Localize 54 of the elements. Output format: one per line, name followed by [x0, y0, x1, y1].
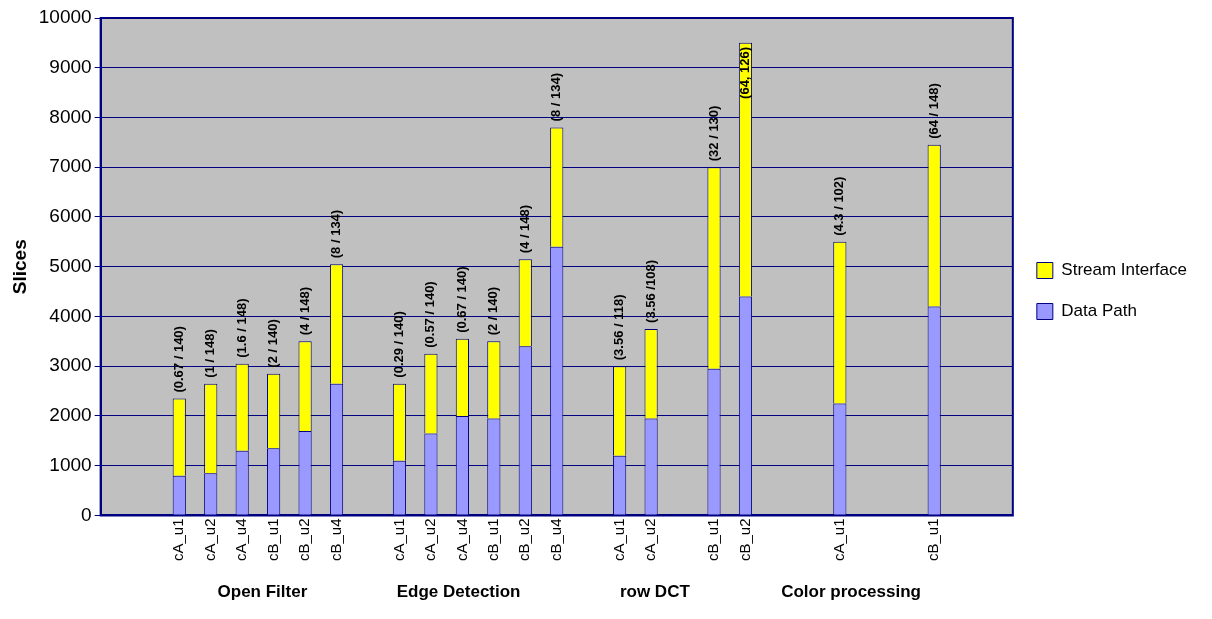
text: Edge Detection: [396, 581, 521, 601]
data-label: (0.29 / 140): [391, 311, 407, 378]
y-tick-label: 0: [81, 503, 92, 525]
y-tick-label: 2000: [49, 404, 92, 426]
x-tick-label: cB_u2: [295, 518, 313, 562]
data-label: (2 / 140): [485, 286, 501, 336]
data-label: (4 / 148): [516, 204, 532, 254]
y-tick-label: 5000: [49, 254, 92, 276]
data-label: (8 / 134): [328, 209, 344, 259]
x-tick-label: cB_u2: [515, 518, 533, 562]
x-tick-label: cA_u4: [452, 518, 470, 562]
x-tick-label: cB_u4: [546, 518, 564, 562]
data-label: (8 / 134): [548, 73, 564, 122]
x-tick-label: cA_u1: [829, 518, 847, 562]
legend-label: Data Path: [1061, 301, 1137, 321]
text: Open Filter: [217, 581, 308, 601]
data-label: (0.67 / 140): [170, 326, 186, 393]
x-tick-label: cB_u1: [263, 518, 281, 562]
x-tick-label: cB_u2: [735, 518, 753, 562]
data-label: (1 / 148): [202, 329, 218, 378]
data-label: (32 / 130): [705, 105, 721, 162]
x-tick-label: cB_u1: [924, 518, 942, 562]
y-tick-label: 9000: [49, 55, 92, 77]
x-tick-label: cA_u2: [200, 518, 218, 562]
x-tick-label: cB_u1: [483, 518, 501, 562]
data-label: (3.56 /108): [642, 260, 658, 323]
y-tick-label: 10000: [38, 6, 92, 28]
text: Color processing: [781, 581, 921, 601]
y-tick-label: 6000: [49, 205, 92, 227]
y-tick-label: 7000: [49, 155, 92, 177]
data-label: (2 / 140): [265, 319, 281, 368]
y-tick-label: 4000: [49, 304, 92, 326]
y-tick-label: 1000: [49, 453, 92, 475]
x-tick-label: cA_u1: [609, 518, 627, 562]
x-tick-label: cA_u1: [389, 518, 407, 562]
data-label: (64 / 148): [925, 83, 941, 139]
data-label: (0.67 / 140): [453, 266, 469, 333]
y-tick-label: 8000: [49, 105, 92, 127]
y-axis-title: Slices: [8, 239, 30, 295]
data-label: (1.6 / 148): [233, 298, 249, 358]
x-tick-label: cB_u4: [326, 518, 344, 562]
text: row DCT: [619, 581, 691, 601]
legend-label: Stream Interface: [1061, 260, 1188, 280]
data-label: (0.57 / 140): [422, 281, 438, 348]
data-label: (3.56 / 118): [611, 294, 627, 361]
x-tick-label: cB_u1: [704, 518, 722, 562]
data-label: (4.3 / 102): [831, 176, 847, 236]
x-tick-label: cA_u1: [169, 518, 187, 562]
x-tick-label: cA_u4: [232, 518, 250, 562]
y-tick-label: 3000: [49, 354, 92, 376]
x-tick-label: cA_u2: [421, 518, 439, 562]
data-label: (4 / 148): [296, 286, 312, 336]
x-tick-label: cA_u2: [641, 518, 659, 562]
data-label: (64, 126): [737, 46, 753, 99]
